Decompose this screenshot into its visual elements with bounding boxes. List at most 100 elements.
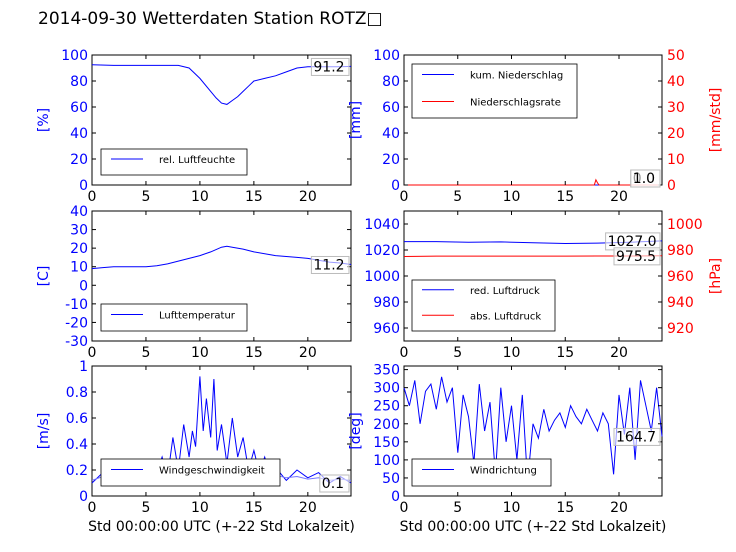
pressure-x-tick-label: 20 bbox=[610, 345, 628, 361]
wind-direction-y-tick-label: 150 bbox=[373, 435, 400, 451]
wind-speed-x-tick-label: 0 bbox=[88, 500, 97, 516]
pressure-latest-value-right-box bbox=[613, 247, 661, 266]
precipitation-y-tick-label: 40 bbox=[382, 126, 400, 142]
precipitation-y-tick-label: 60 bbox=[382, 100, 400, 116]
pressure-y-right-tick-label: 1000 bbox=[667, 217, 703, 233]
temperature-y-tick-label: 40 bbox=[70, 204, 88, 220]
wind-direction-x-tick-label: 5 bbox=[453, 500, 462, 516]
temperature-legend: Lufttemperatur bbox=[100, 303, 248, 332]
humidity-x-tick-label: 10 bbox=[191, 189, 209, 205]
precipitation-series-line-1 bbox=[404, 178, 662, 186]
pressure-legend-label: abs. Luftdruck bbox=[470, 311, 541, 322]
figure-title: 2014-09-30 Wetterdaten Station ROTZ□ bbox=[38, 9, 383, 29]
temperature-y-tick-label: -10 bbox=[65, 297, 88, 313]
wind-speed-y-tick-label: 0.6 bbox=[66, 411, 88, 427]
pressure-x-tick-label: 5 bbox=[453, 345, 462, 361]
wind-speed-latest-value: 0.1 bbox=[322, 476, 344, 492]
pressure-y-right-axis-label: [hPa] bbox=[708, 258, 724, 294]
precipitation-y-right-axis-label: [mm/std] bbox=[708, 88, 724, 153]
temperature-x-tick-label: 20 bbox=[299, 345, 317, 361]
wind-speed-legend: Windgeschwindigkeit bbox=[100, 458, 281, 487]
humidity-x-tick-label: 15 bbox=[245, 189, 263, 205]
temperature-y-tick-label: -30 bbox=[65, 334, 88, 350]
temperature-legend-label: Lufttemperatur bbox=[159, 311, 236, 322]
wind-direction-y-tick-label: 50 bbox=[382, 471, 400, 487]
wind-speed-y-tick-label: 1 bbox=[79, 359, 88, 375]
precipitation-legend-label: Niederschlagsrate bbox=[470, 98, 561, 109]
temperature-series-line-0 bbox=[91, 245, 352, 270]
pressure-legend: red. Luftdruck abs. Luftdruck bbox=[411, 279, 556, 332]
humidity-y-tick-label: 80 bbox=[70, 74, 88, 90]
humidity-x-tick-label: 0 bbox=[88, 189, 97, 205]
wind-direction-y-tick-label: 100 bbox=[373, 453, 400, 469]
temperature-y-tick-label: 0 bbox=[79, 278, 88, 294]
wind-direction-y-axis-label: [deg] bbox=[348, 412, 364, 449]
precipitation-x-tick-label: 5 bbox=[453, 189, 462, 205]
precipitation-y-right-tick-label: 30 bbox=[667, 100, 685, 116]
wind-direction-y-tick-label: 200 bbox=[373, 417, 400, 433]
precipitation-y-tick-label: 100 bbox=[373, 48, 400, 64]
precipitation-y-right-tick-label: 10 bbox=[667, 152, 685, 168]
temperature-x-tick-label: 5 bbox=[141, 345, 150, 361]
humidity-x-tick-label: 20 bbox=[299, 189, 317, 205]
pressure-y-tick-label: 1020 bbox=[364, 243, 400, 259]
precipitation-y-tick-label: 20 bbox=[382, 152, 400, 168]
precipitation-y-axis-label: [mm] bbox=[348, 101, 364, 139]
wind-direction-latest-value: 164.7 bbox=[616, 429, 656, 445]
precipitation-latest-value-right: 1.0 bbox=[633, 171, 655, 187]
wind-direction-legend: Windrichtung bbox=[411, 458, 552, 487]
temperature-legend-box bbox=[100, 303, 248, 332]
precipitation-x-tick-label: 0 bbox=[400, 189, 409, 205]
wind-direction-legend-label: Windrichtung bbox=[470, 466, 537, 477]
wind-speed-y-axis-label: [m/s] bbox=[36, 413, 52, 450]
wind-direction-y-tick-label: 250 bbox=[373, 399, 400, 415]
wind-speed-y-tick-label: 0 bbox=[79, 489, 88, 505]
precipitation-y-right-tick-label: 0 bbox=[667, 178, 676, 194]
humidity-y-tick-label: 60 bbox=[70, 100, 88, 116]
precipitation-legend-label: kum. Niederschlag bbox=[470, 71, 563, 82]
precipitation-x-tick-label: 20 bbox=[610, 189, 628, 205]
pressure-legend-box bbox=[411, 279, 556, 332]
humidity-y-tick-label: 100 bbox=[61, 48, 88, 64]
wind-speed-y-tick-label: 0.4 bbox=[66, 437, 88, 453]
pressure-x-tick-label: 15 bbox=[556, 345, 574, 361]
wind-direction-latest-value-box bbox=[613, 427, 661, 446]
precipitation-x-tick-label: 15 bbox=[556, 189, 574, 205]
pressure-panel: 0 5 10 15 20 960 980 1000 1020 1040 920 940 960 980 10… bbox=[364, 210, 724, 361]
precipitation-legend: kum. Niederschlag Niederschlagsrate bbox=[411, 63, 578, 119]
pressure-y-right-tick-label: 920 bbox=[667, 321, 694, 337]
humidity-latest-value: 91.2 bbox=[313, 59, 344, 75]
wind-speed-y-tick-label: 0.8 bbox=[66, 385, 88, 401]
pressure-y-tick-label: 1000 bbox=[364, 269, 400, 285]
wind-direction-x-tick-label: 15 bbox=[556, 500, 574, 516]
temperature-latest-value: 11.2 bbox=[313, 257, 344, 273]
humidity-y-tick-label: 40 bbox=[70, 126, 88, 142]
pressure-x-tick-label: 0 bbox=[400, 345, 409, 361]
wind-speed-legend-label: Windgeschwindigkeit bbox=[159, 466, 265, 477]
humidity-legend: rel. Luftfeuchte bbox=[100, 148, 248, 176]
precipitation-y-tick-label: 80 bbox=[382, 74, 400, 90]
humidity-y-tick-label: 20 bbox=[70, 152, 88, 168]
wind-direction-y-tick-label: 350 bbox=[373, 363, 400, 379]
pressure-y-tick-label: 1040 bbox=[364, 217, 400, 233]
wind-direction-series-line-0 bbox=[403, 376, 663, 482]
wind-direction-y-tick-label: 300 bbox=[373, 381, 400, 397]
wind-direction-legend-box bbox=[411, 458, 552, 487]
temperature-y-tick-label: -20 bbox=[65, 315, 88, 331]
humidity-panel: 0 5 10 15 20 0 20 40 60 80 100 [%] 91.2 rel. Luftfeuc… bbox=[36, 48, 352, 205]
temperature-y-tick-label: 10 bbox=[70, 260, 88, 276]
temperature-x-tick-label: 15 bbox=[245, 345, 263, 361]
humidity-x-tick-label: 5 bbox=[141, 189, 150, 205]
temperature-y-axis-label: [C] bbox=[36, 266, 52, 287]
pressure-y-right-tick-label: 940 bbox=[667, 295, 694, 311]
temperature-panel: 0 5 10 15 20 -30 -20 -10 0 10 20 30 40 [C] 11.2 Lufttem… bbox=[36, 204, 352, 361]
wind-speed-x-tick-label: 20 bbox=[299, 500, 317, 516]
precipitation-y-right-tick-label: 50 bbox=[667, 48, 685, 64]
precipitation-latest-value-right-box bbox=[630, 169, 661, 188]
pressure-y-tick-label: 980 bbox=[373, 295, 400, 311]
precipitation-y-tick-label: 0 bbox=[391, 178, 400, 194]
wind-direction-x-tick-label: 0 bbox=[400, 500, 409, 516]
precipitation-x-tick-label: 10 bbox=[503, 189, 521, 205]
pressure-latest-value-right: 975.5 bbox=[616, 249, 656, 265]
